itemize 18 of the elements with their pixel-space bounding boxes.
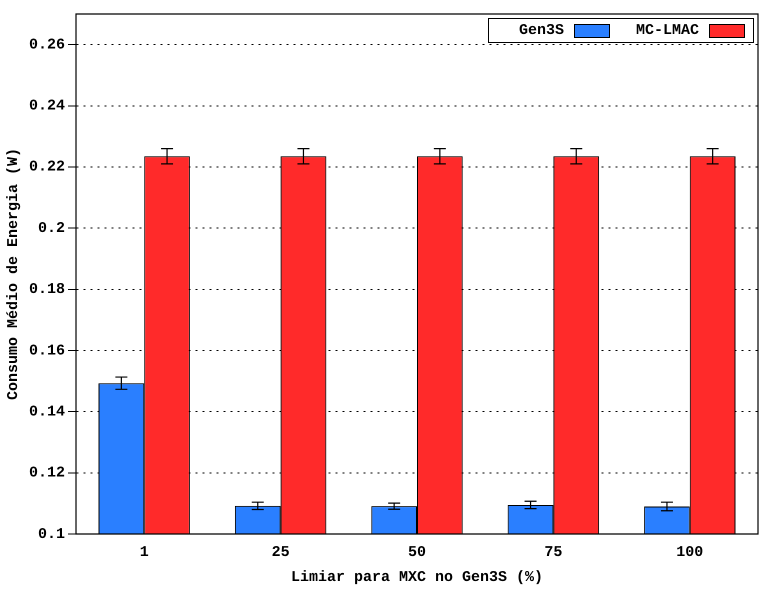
y-tick-label: 0.14 [28,403,66,420]
legend-label: MC-LMAC [636,22,699,39]
y-tick-label: 0.1 [38,526,66,543]
x-tick-label: 1 [140,544,149,561]
y-tick-label: 0.24 [28,98,66,115]
legend-label: Gen3S [518,22,564,39]
y-tick-label: 0.2 [38,220,66,237]
y-axis-title: Consumo Médio de Energia (W) [4,148,22,400]
y-tick-label: 0.26 [28,36,66,54]
x-axis-title: Limiar para MXC no Gen3S (%) [290,568,544,586]
y-tick-label: 0.16 [28,342,66,360]
x-tick-label: 25 [272,544,290,561]
y-tick-label: 0.12 [28,464,66,482]
x-tick-label: 75 [544,544,562,561]
y-tick-label: 0.18 [28,281,66,298]
x-tick-label: 100 [676,544,704,561]
x-tick-label: 50 [408,544,426,561]
y-tick-label: 0.22 [28,158,66,176]
